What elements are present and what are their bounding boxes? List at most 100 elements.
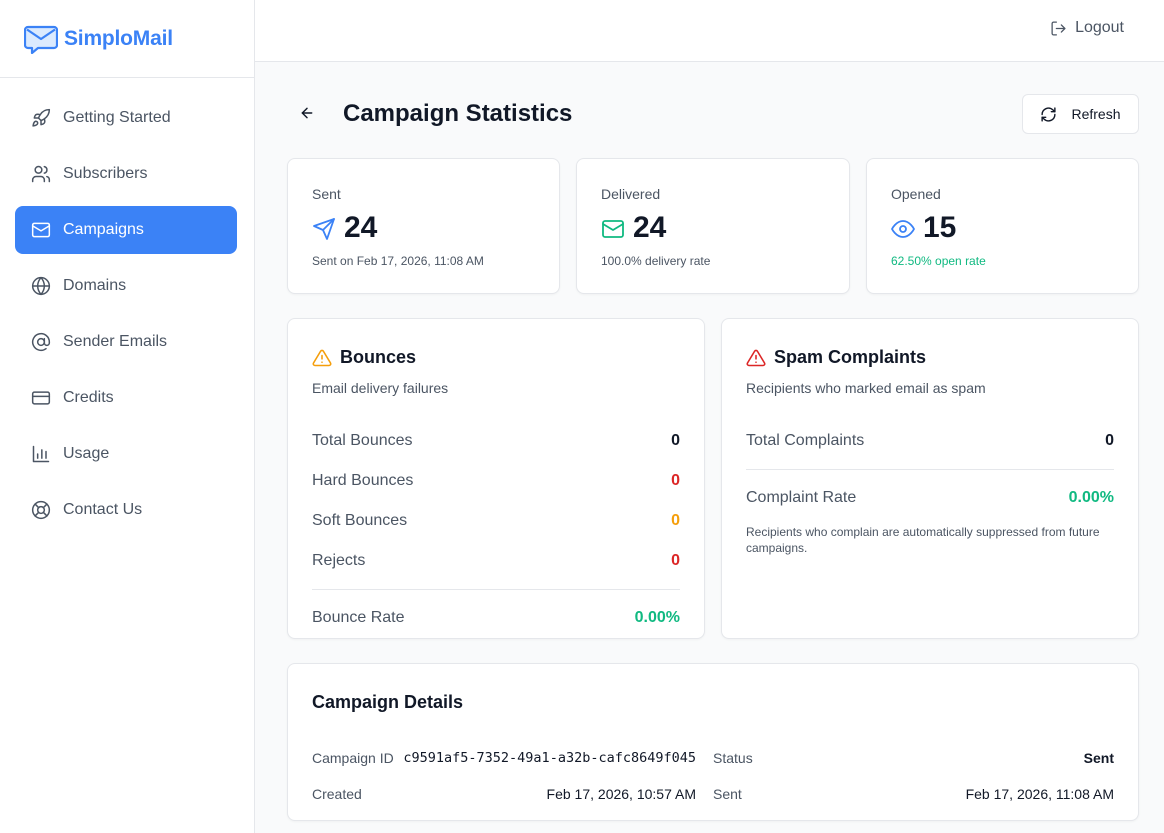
- sidebar-item-label: Campaigns: [63, 221, 144, 238]
- metric-row: Soft Bounces 0: [312, 501, 680, 541]
- warning-icon: [312, 348, 340, 368]
- sidebar-item-domains[interactable]: Domains: [15, 262, 237, 310]
- stat-subtext: Sent on Feb 17, 2026, 11:08 AM: [312, 254, 484, 268]
- metric-label: Soft Bounces: [312, 512, 408, 529]
- metric-label: Rejects: [312, 552, 366, 569]
- detail-label: Status: [713, 750, 753, 766]
- divider: [746, 469, 1114, 470]
- mail-icon: [601, 217, 625, 241]
- sidebar-item-label: Usage: [63, 445, 110, 462]
- suppression-note: Recipients who complain are automaticall…: [746, 525, 1100, 555]
- bar-chart-icon: [31, 444, 51, 464]
- stat-value: 24: [344, 211, 378, 244]
- sidebar-item-contact-us[interactable]: Contact Us: [15, 486, 237, 534]
- mail-icon: [31, 220, 51, 240]
- life-buoy-icon: [31, 500, 51, 520]
- panel-title-text: Bounces: [340, 347, 417, 367]
- sent-stat-card: Sent 24 Sent on Feb 17, 2026, 11:08 AM: [287, 158, 560, 294]
- stat-value: 24: [633, 211, 667, 244]
- sidebar: SimploMail Getting Started Subscribers C…: [0, 0, 255, 833]
- sidebar-item-getting-started[interactable]: Getting Started: [15, 94, 237, 142]
- logout-button[interactable]: Logout: [1050, 19, 1124, 37]
- metric-value: 0: [1105, 432, 1114, 449]
- brand-name: SimploMail: [64, 26, 173, 50]
- users-icon: [31, 164, 51, 184]
- metric-value: 0: [671, 552, 680, 569]
- spam-metrics: Total Complaints 0 Complaint Rate 0.00% …: [746, 421, 1114, 556]
- sidebar-item-label: Credits: [63, 389, 114, 406]
- bounces-metrics: Total Bounces 0 Hard Bounces 0 Soft Boun…: [312, 421, 680, 638]
- bounces-description: Email delivery failures: [312, 380, 449, 396]
- stat-label: Opened: [891, 186, 941, 202]
- sidebar-item-label: Getting Started: [63, 109, 171, 126]
- details-row: Campaign ID c9591af5-7352-49a1-a32b-cafc…: [312, 740, 1114, 776]
- page-title: Campaign Statistics: [343, 100, 573, 127]
- send-icon: [312, 217, 336, 241]
- detail-sent: Sent Feb 17, 2026, 11:08 AM: [713, 786, 1114, 802]
- at-sign-icon: [31, 332, 51, 352]
- detail-campaign-id: Campaign ID c9591af5-7352-49a1-a32b-cafc…: [312, 750, 713, 766]
- spam-complaints-panel: Spam Complaints Recipients who marked em…: [721, 318, 1139, 639]
- metric-label: Total Bounces: [312, 432, 413, 449]
- sidebar-item-label: Sender Emails: [63, 333, 168, 350]
- rocket-icon: [31, 108, 51, 128]
- detail-value: Feb 17, 2026, 10:57 AM: [546, 786, 696, 802]
- panel-title-text: Spam Complaints: [774, 347, 927, 367]
- sidebar-item-subscribers[interactable]: Subscribers: [15, 150, 237, 198]
- metric-row: Total Bounces 0: [312, 421, 680, 461]
- eye-icon: [891, 217, 915, 241]
- detail-status: Status Sent: [713, 750, 1114, 766]
- stat-label: Delivered: [601, 186, 661, 202]
- spam-title: Spam Complaints: [746, 347, 926, 368]
- metric-row: Total Complaints 0: [746, 421, 1114, 461]
- metric-row: Complaint Rate 0.00%: [746, 478, 1114, 518]
- metric-label: Hard Bounces: [312, 472, 414, 489]
- metric-value: 0.00%: [1068, 489, 1114, 506]
- stat-label: Sent: [312, 186, 341, 202]
- refresh-label: Refresh: [1071, 106, 1121, 122]
- metric-label: Complaint Rate: [746, 489, 857, 506]
- back-button[interactable]: [296, 104, 318, 126]
- refresh-icon: [1040, 106, 1071, 123]
- detail-value: Sent: [1083, 750, 1114, 766]
- detail-label: Created: [312, 786, 362, 802]
- details-grid: Campaign ID c9591af5-7352-49a1-a32b-cafc…: [312, 740, 1114, 812]
- sidebar-item-label: Domains: [63, 277, 127, 294]
- refresh-button[interactable]: Refresh: [1022, 94, 1139, 134]
- delivered-stat-card: Delivered 24 100.0% delivery rate: [576, 158, 850, 294]
- bounces-panel: Bounces Email delivery failures Total Bo…: [287, 318, 705, 639]
- detail-value: c9591af5-7352-49a1-a32b-cafc8649f045: [403, 750, 696, 766]
- sidebar-item-credits[interactable]: Credits: [15, 374, 237, 422]
- metric-row: Rejects 0: [312, 541, 680, 581]
- stat-value: 15: [923, 211, 957, 244]
- sidebar-item-sender-emails[interactable]: Sender Emails: [15, 318, 237, 366]
- metric-label: Bounce Rate: [312, 609, 405, 626]
- sidebar-item-campaigns[interactable]: Campaigns: [15, 206, 237, 254]
- metric-label: Total Complaints: [746, 432, 865, 449]
- sidebar-item-usage[interactable]: Usage: [15, 430, 237, 478]
- metric-value: 0: [671, 512, 680, 529]
- brand[interactable]: SimploMail: [0, 0, 254, 78]
- opened-stat-card: Opened 15 62.50% open rate: [866, 158, 1139, 294]
- spam-description: Recipients who marked email as spam: [746, 380, 986, 396]
- logout-label: Logout: [1075, 19, 1124, 36]
- credit-card-icon: [31, 388, 51, 408]
- alert-triangle-icon: [746, 348, 774, 368]
- sidebar-nav: Getting Started Subscribers Campaigns Do…: [0, 78, 254, 534]
- detail-label: Campaign ID: [312, 750, 394, 766]
- detail-created: Created Feb 17, 2026, 10:57 AM: [312, 786, 713, 802]
- details-row: Created Feb 17, 2026, 10:57 AM Sent Feb …: [312, 776, 1114, 812]
- bounces-title: Bounces: [312, 347, 416, 368]
- sidebar-item-label: Subscribers: [63, 165, 148, 182]
- arrow-left-icon: [299, 105, 315, 126]
- metric-value: 0: [671, 472, 680, 489]
- stat-subtext: 62.50% open rate: [891, 254, 986, 268]
- mail-logo-icon: [24, 24, 58, 54]
- divider: [312, 589, 680, 590]
- detail-value: Feb 17, 2026, 11:08 AM: [965, 786, 1114, 802]
- sidebar-item-label: Contact Us: [63, 501, 143, 518]
- detail-label: Sent: [713, 786, 742, 802]
- top-bar: Logout: [255, 0, 1164, 62]
- stat-subtext: 100.0% delivery rate: [601, 254, 711, 268]
- details-title: Campaign Details: [312, 692, 464, 712]
